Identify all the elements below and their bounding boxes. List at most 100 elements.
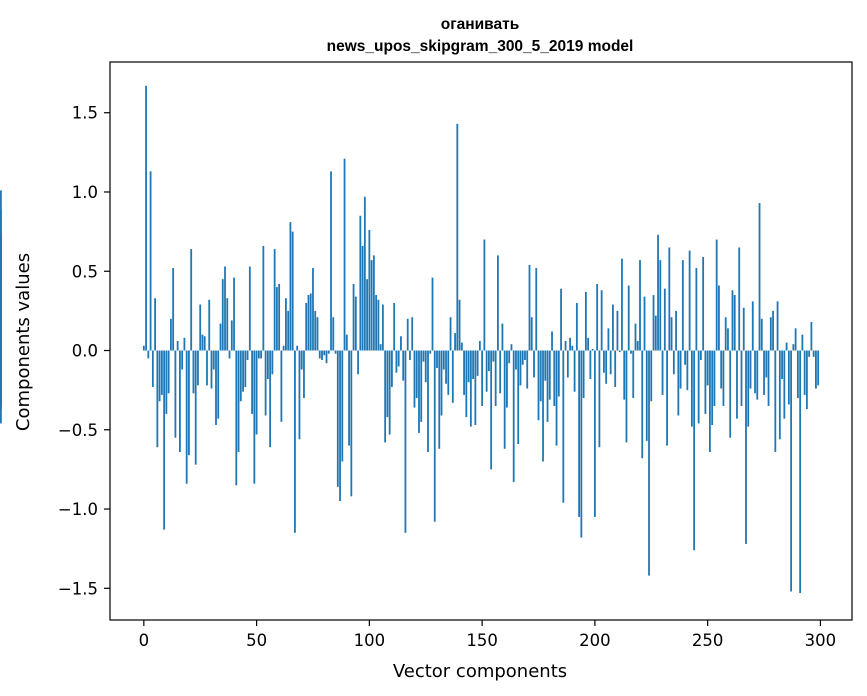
bar [535,268,538,351]
bar [336,350,339,487]
bar [388,350,391,435]
bar [300,350,303,370]
bar [257,350,260,359]
x-tick-label: 200 [579,631,611,650]
bar [203,336,206,351]
x-tick-label: 300 [805,631,837,650]
bar [817,350,820,386]
x-tick-label: 250 [692,631,724,650]
bar [693,350,696,551]
bar [181,350,184,370]
bar [393,302,396,351]
bar [206,350,208,386]
bar [260,350,262,359]
bar [478,341,481,351]
bar [632,350,635,399]
bar [654,315,657,351]
bar [528,264,531,351]
bar [508,350,511,364]
bar [785,342,788,351]
bar [623,350,626,400]
bar [431,277,434,351]
bar [648,350,650,576]
x-tick-label: 100 [354,631,386,650]
bar [724,317,727,351]
bar [772,310,774,351]
bar [679,350,682,389]
bar [0,341,2,351]
bar [625,350,628,443]
bar [639,260,641,351]
bar [447,350,450,395]
bar [165,350,168,414]
bar [391,350,393,387]
bar [659,260,662,351]
bar [438,350,441,449]
bar [449,317,452,351]
y-tick-label: 0.5 [72,262,98,281]
bar [718,285,720,351]
bar [740,350,743,406]
bar [530,317,533,351]
bar [467,350,470,383]
bar [704,350,707,414]
bar [812,350,815,357]
bar [190,249,193,351]
bar [569,337,571,351]
bar [792,344,795,351]
bar [603,350,605,373]
bar [600,290,603,351]
bar [160,350,163,395]
bar [253,350,256,484]
bar [722,350,725,406]
y-tick-label: −1.0 [58,500,98,519]
bar [487,350,490,372]
bar [208,299,211,351]
bar [803,350,806,395]
bar [711,350,714,426]
bar [519,350,522,386]
bar [749,350,752,389]
bar [400,336,402,351]
bar [526,350,529,389]
bar [751,301,754,351]
bar [614,350,617,387]
bar [156,350,159,448]
bar [630,350,632,354]
bar [506,350,508,408]
bar [271,350,274,375]
bar [370,260,373,351]
bar [582,350,585,399]
bar [469,350,472,427]
bar [460,342,463,351]
bar [341,350,344,462]
bar [765,350,768,378]
y-tick-label: −0.5 [58,421,98,440]
bar [210,350,213,389]
bar [663,288,666,351]
bar [303,350,305,399]
bar [458,299,461,351]
bar [476,350,479,376]
bar [758,203,761,351]
x-tick-label: 50 [246,631,267,650]
bar [372,255,375,351]
bar [0,350,2,376]
bar [330,171,332,351]
bar [684,350,686,365]
bar [542,350,544,462]
bar [343,158,346,351]
bar [801,334,804,351]
bar [411,317,414,351]
bar [774,350,777,452]
bar [167,350,170,394]
bar [515,350,517,370]
y-tick-label: 1.0 [72,183,98,202]
bar [474,350,477,426]
y-axis-label: Components values [13,253,34,431]
bar [503,350,506,449]
bar [413,350,416,408]
bar [727,328,729,351]
bar [246,350,249,361]
bar [321,350,323,361]
